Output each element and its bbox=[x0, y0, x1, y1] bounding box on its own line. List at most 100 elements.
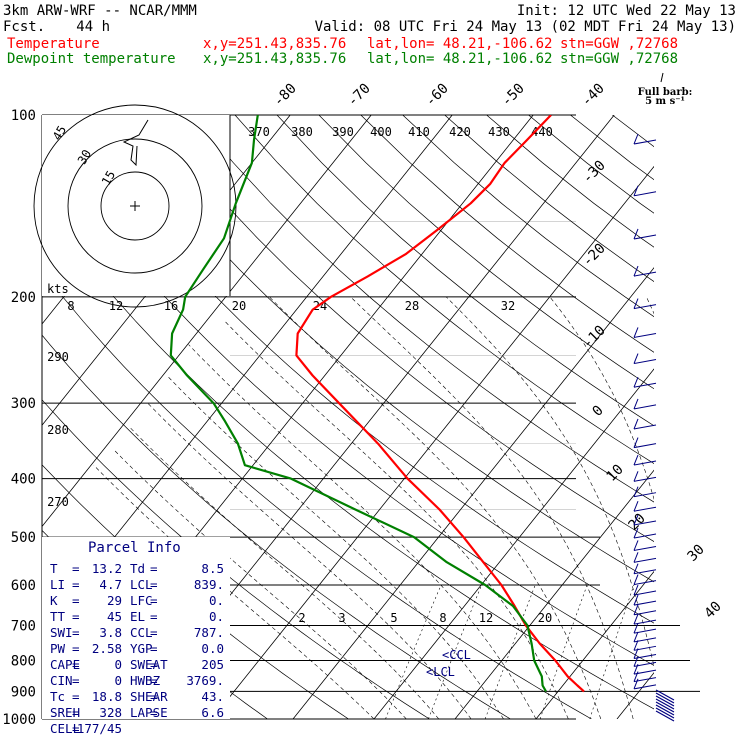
pressure-label-400: 400 bbox=[11, 472, 36, 488]
moist-adiabat-26 bbox=[445, 296, 654, 668]
valid-time: Valid: 08 UTC Fri 24 May 13 (02 MDT Fri … bbox=[315, 19, 736, 35]
wind-barb bbox=[633, 298, 657, 310]
wind-barb bbox=[633, 527, 657, 539]
mixing-ratio-8 bbox=[539, 584, 588, 719]
parcel-info-cell: 3769. bbox=[186, 673, 224, 688]
barb-flag bbox=[633, 298, 639, 309]
wind-barb bbox=[633, 552, 657, 563]
parcel-info-cell: = bbox=[72, 625, 80, 640]
pressure-label-100: 100 bbox=[11, 108, 36, 124]
level-markers: <CCL <LCL bbox=[426, 648, 471, 679]
barb-staff bbox=[633, 600, 657, 606]
barb-staff bbox=[633, 610, 657, 616]
barb-staff bbox=[633, 382, 657, 388]
temp-tick-40: 40 bbox=[702, 599, 725, 622]
parcel-info-cell: = bbox=[150, 705, 158, 720]
dry-adiabat-420 bbox=[486, 115, 654, 248]
moist-adiabat--2 bbox=[130, 427, 440, 719]
parcel-info-cell: SWEAT bbox=[130, 657, 168, 672]
parcel-info-cell: TT bbox=[50, 609, 66, 624]
dry-adiabat-430 bbox=[528, 115, 654, 214]
init-time: Init: 12 UTC Wed 22 May 13 bbox=[517, 3, 736, 19]
barb-staff bbox=[633, 492, 657, 498]
barb-staff bbox=[633, 234, 657, 240]
moist-adiabat-10 bbox=[188, 344, 537, 719]
barb-staff bbox=[633, 557, 657, 563]
mixing-ratio-label-5: 5 bbox=[390, 611, 397, 625]
mixing-ratio-label-8: 8 bbox=[439, 611, 446, 625]
temp-tick--50: -50 bbox=[499, 81, 528, 110]
parcel-info-cell: 45 bbox=[107, 609, 122, 624]
barb-staff bbox=[633, 476, 657, 482]
parcel-info-cell: CIN bbox=[50, 673, 73, 688]
parcel-info-cell: = bbox=[72, 673, 80, 688]
barb-staff bbox=[633, 590, 657, 596]
barb-staff bbox=[633, 139, 657, 145]
moist-adiabat-34 bbox=[646, 296, 654, 315]
barb-flag bbox=[633, 663, 639, 675]
parcel-info-cell: PW bbox=[50, 641, 66, 656]
barb-staff bbox=[633, 271, 657, 277]
moist-adiabat-18 bbox=[269, 296, 602, 719]
hodograph-ring-2 bbox=[67, 138, 203, 274]
wind-barb bbox=[633, 622, 657, 634]
barb-staff bbox=[633, 533, 657, 539]
temp-tick--70: -70 bbox=[345, 81, 374, 110]
forecast-hour: 44 h bbox=[76, 19, 110, 35]
dry-adiabat-330 bbox=[108, 115, 654, 583]
wind-barb-low bbox=[655, 710, 675, 722]
speed-tick-28: 28 bbox=[405, 299, 419, 313]
parcel-info-cell: 8.5 bbox=[201, 561, 224, 576]
wind-barb bbox=[633, 594, 657, 606]
parcel-info-cell: LCL bbox=[130, 577, 153, 592]
parcel-info-cell: 328 bbox=[99, 705, 122, 720]
speed-tick-16: 16 bbox=[164, 299, 178, 313]
speed-tick-12: 12 bbox=[109, 299, 123, 313]
dry-adiabat-290 bbox=[42, 270, 592, 719]
legend-temperature: Temperature bbox=[7, 36, 100, 52]
moist-adiabat--6 bbox=[114, 450, 407, 719]
parcel-info-cell: 29 bbox=[107, 593, 122, 608]
parcel-info-cell: = bbox=[150, 577, 158, 592]
parcel-info-cell: = bbox=[150, 689, 158, 704]
parcel-info-title: Parcel Info bbox=[88, 540, 181, 556]
moist-adiabat--10 bbox=[93, 464, 375, 719]
barb-flag bbox=[633, 437, 639, 448]
barb-flag bbox=[633, 418, 639, 430]
wind-barb bbox=[633, 437, 657, 449]
wind-barb-low bbox=[655, 689, 675, 701]
hodograph-trace bbox=[122, 119, 149, 167]
parcel-info-cell: = bbox=[72, 561, 80, 576]
temp-tick-30: 30 bbox=[685, 542, 708, 565]
parcel-info-cell: SHEAR bbox=[130, 689, 168, 704]
dry-adiabat-280 bbox=[42, 334, 511, 719]
pressure-label-800: 800 bbox=[11, 653, 36, 669]
theta-label-left-270: 270 bbox=[47, 495, 69, 509]
hodograph-ring-label-45: 45 bbox=[50, 123, 69, 143]
wind-barb bbox=[633, 377, 657, 388]
parcel-info-cell: 6.6 bbox=[201, 705, 224, 720]
temp-tick--60: -60 bbox=[423, 81, 452, 110]
parcel-info-cell: 18.8 bbox=[92, 689, 122, 704]
barb-flag bbox=[633, 471, 639, 482]
station-dew: stn=GGW ,72768 bbox=[560, 51, 678, 67]
barb-staff bbox=[633, 506, 657, 512]
wind-barb bbox=[633, 540, 657, 551]
wind-barb bbox=[633, 228, 657, 240]
wind-barb-low bbox=[655, 698, 675, 710]
coords-latlon-dew: lat,lon= 48.21,-106.62 bbox=[367, 51, 552, 67]
parcel-info-cell: SWI bbox=[50, 625, 73, 640]
temp-tick--20: -20 bbox=[580, 241, 609, 270]
barb-flag bbox=[633, 648, 639, 659]
parcel-info-cell: 0 bbox=[114, 673, 122, 688]
theta-label-left-280: 280 bbox=[47, 423, 69, 437]
wind-barb bbox=[633, 398, 657, 410]
barb-flag bbox=[633, 501, 639, 512]
pressure-label-200: 200 bbox=[11, 290, 36, 306]
parcel-info-cell: 0 bbox=[114, 657, 122, 672]
parcel-info-cell: = bbox=[150, 561, 158, 576]
barb-staff bbox=[633, 684, 657, 690]
wind-barb bbox=[633, 574, 657, 586]
parcel-info-cell: 2.58 bbox=[92, 641, 122, 656]
